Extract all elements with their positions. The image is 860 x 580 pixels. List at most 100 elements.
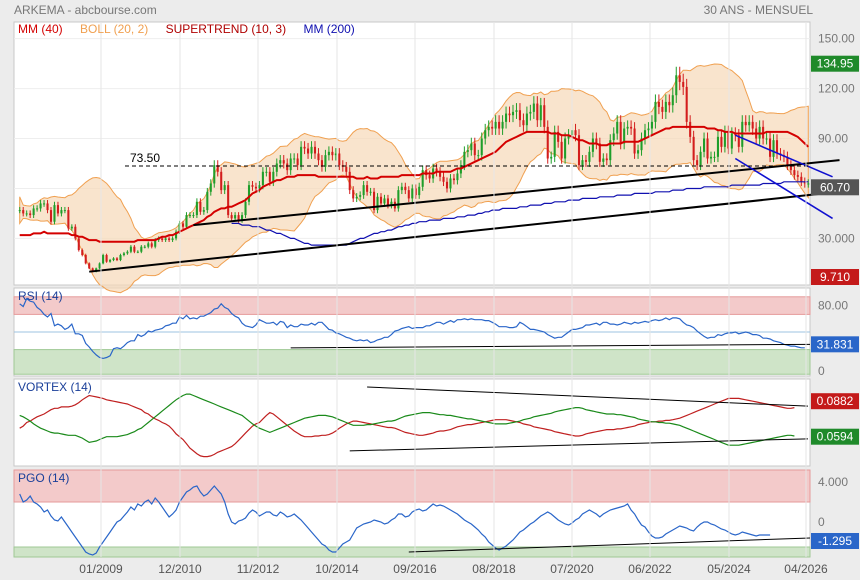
candle: [70, 226, 73, 229]
candle: [67, 210, 70, 229]
candle: [560, 141, 563, 159]
x-tick-label: 04/2026: [784, 562, 828, 576]
candle: [188, 215, 191, 217]
candle: [63, 210, 66, 212]
price-low-badge-bg: [811, 269, 859, 285]
vortex-minus-line: [19, 393, 795, 446]
candle: [338, 153, 341, 166]
price-high-badge-bg: [811, 55, 859, 72]
candle: [727, 131, 730, 149]
candle: [706, 138, 709, 159]
candle: [237, 215, 240, 221]
rsi-trend-line: [290, 343, 811, 349]
legend-supertrend: SUPERTREND (10, 3): [165, 22, 287, 36]
candle: [630, 126, 633, 129]
candle: [616, 121, 619, 134]
candle: [529, 111, 532, 114]
pgo-last-badge: -1.295: [818, 534, 852, 548]
vortex-plus-line: [19, 394, 795, 458]
candle: [53, 205, 56, 222]
candle: [147, 243, 150, 247]
candle: [508, 113, 511, 116]
candle: [477, 155, 480, 157]
candle: [181, 223, 185, 227]
x-tick-label: 01/2009: [79, 562, 123, 576]
candle: [88, 263, 91, 269]
pgo-title: PGO (14): [18, 471, 70, 485]
candle: [185, 215, 188, 227]
vortex-upper-trend: [367, 386, 809, 407]
vortex-lower-trend: [349, 438, 809, 452]
candle: [286, 163, 289, 171]
candles: [18, 66, 810, 273]
candle: [195, 201, 198, 216]
candle: [355, 196, 358, 199]
candle: [379, 196, 383, 204]
candle: [216, 165, 219, 172]
candle: [369, 191, 372, 193]
candle: [487, 126, 490, 131]
candle: [310, 146, 313, 154]
candle: [491, 126, 494, 129]
x-tick-label: 12/2010: [158, 562, 202, 576]
candle: [543, 105, 546, 127]
candle: [678, 75, 681, 82]
chart-source: ARKEMA - abcbourse.com: [14, 3, 157, 17]
candle: [234, 215, 237, 219]
candle: [275, 163, 278, 172]
ma200-line: [231, 181, 809, 246]
long-support-line: [89, 190, 840, 273]
candle: [737, 135, 740, 147]
candle: [164, 238, 167, 241]
candle: [626, 126, 629, 129]
candle: [43, 203, 46, 205]
candle: [206, 191, 209, 211]
x-tick-label: 06/2022: [628, 562, 672, 576]
pgo-tick-label: 0: [818, 515, 825, 529]
candle: [668, 101, 671, 106]
x-tick-label: 11/2012: [237, 562, 280, 576]
candle: [317, 153, 320, 161]
vortex-title: VORTEX (14): [18, 380, 92, 394]
candle: [689, 121, 692, 137]
candle: [591, 138, 594, 152]
candle: [175, 231, 178, 239]
candle: [279, 160, 282, 164]
candle: [32, 208, 35, 216]
mid-support-line: [193, 159, 840, 227]
candle: [49, 210, 53, 222]
candle: [115, 258, 119, 261]
candle: [223, 185, 226, 191]
candle: [640, 138, 643, 151]
candle: [209, 183, 212, 192]
price-tick-label: 30.000: [818, 231, 855, 245]
legend-ma200: MM (200): [303, 22, 355, 36]
candle: [466, 150, 469, 152]
candle: [348, 171, 351, 191]
candle: [36, 208, 39, 210]
candle: [327, 151, 330, 156]
price-tick-label: 150.00: [818, 32, 855, 46]
candle: [376, 196, 379, 211]
candle: [161, 238, 164, 241]
candle: [220, 171, 223, 191]
candle: [557, 131, 560, 142]
candle: [428, 175, 431, 179]
candle: [244, 201, 247, 216]
candle: [386, 198, 389, 206]
candle: [501, 121, 504, 129]
candle: [320, 160, 323, 167]
candle: [456, 173, 459, 181]
candle: [692, 136, 695, 161]
candle: [119, 255, 122, 261]
candle: [532, 103, 535, 112]
candle: [536, 103, 539, 121]
candle: [265, 171, 268, 173]
candle: [421, 170, 424, 187]
candle: [612, 133, 615, 141]
panel-2: [13, 378, 811, 467]
ma40-line: [19, 125, 809, 243]
candle: [334, 153, 337, 156]
candle: [46, 203, 49, 211]
